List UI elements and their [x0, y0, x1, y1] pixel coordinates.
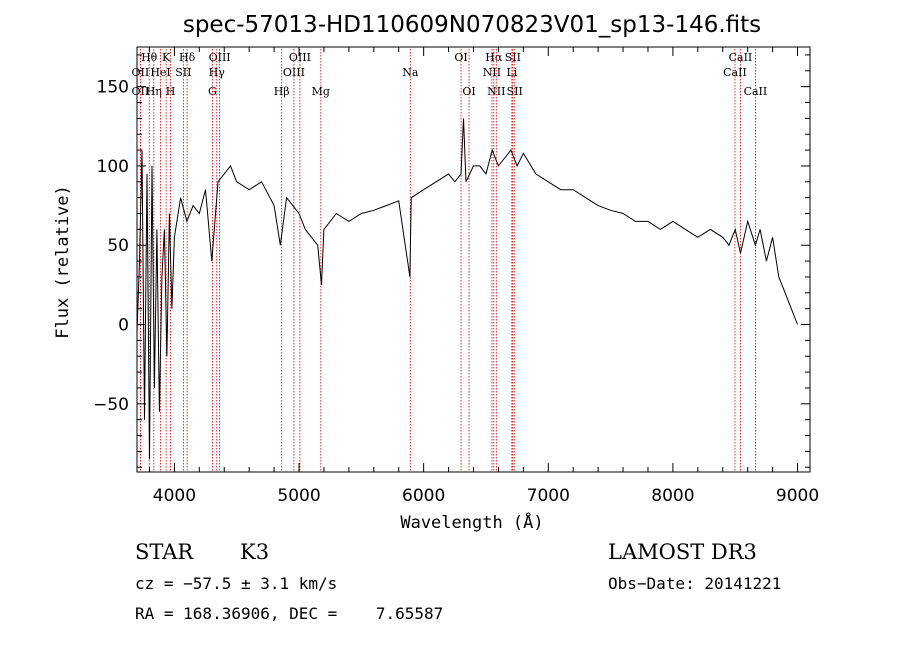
spectral-line-label: Hα [485, 51, 503, 64]
spectrum-series [136, 118, 798, 460]
y-tick-label: 0 [118, 316, 129, 336]
spectral-line-label: Na [402, 66, 419, 79]
spectral-line-label: OIII [289, 51, 311, 64]
x-tick-label: 7000 [527, 486, 570, 506]
chart-title: spec-57013-HD110609N070823V01_sp13-146.f… [183, 12, 761, 38]
spectral-line-label: OI [462, 85, 475, 98]
y-axis-ticks: −50 0 50 100 150 [93, 54, 810, 468]
spectral-line-label: Hδ [179, 51, 196, 64]
spectral-line-label: CaII [729, 51, 753, 64]
spectral-line-label: OII [132, 85, 150, 98]
x-tick-label: 9000 [776, 486, 819, 506]
y-tick-label: 50 [107, 236, 129, 256]
spectral-line-label: Mg [312, 85, 330, 98]
spectral-line-label: OIII [283, 66, 305, 79]
spectral-line-label: Li [506, 66, 517, 79]
spectral-line-label: Hη [146, 85, 162, 98]
spectral-line-label: Hγ [209, 66, 226, 79]
spectral-line-label: CaII [723, 66, 747, 79]
spectral-line-label: H [166, 85, 176, 98]
spectral-line-label: K [162, 51, 171, 64]
spectral-line-label: OI [454, 51, 467, 64]
spectral-line-label: SII [175, 66, 191, 79]
spectrum-line [136, 118, 798, 460]
spectral-line-label: NII [483, 66, 501, 79]
survey-name: LAMOST DR3 [608, 540, 757, 564]
object-class: STAR [135, 540, 194, 564]
y-tick-label: −50 [93, 395, 129, 415]
spectral-line-label: OIII [209, 51, 231, 64]
y-axis-label: Flux (relative) [53, 185, 73, 339]
spectral-line-label: SII [505, 51, 521, 64]
spectral-line-label: NII [487, 85, 505, 98]
x-tick-label: 5000 [277, 486, 320, 506]
x-axis-ticks: 4000 5000 6000 7000 8000 9000 [148, 47, 819, 506]
spectral-line-label: Hβ [274, 85, 290, 98]
object-subclass: K3 [240, 540, 269, 564]
spectral-line-label: CaII [744, 85, 768, 98]
y-tick-label: 150 [97, 78, 129, 98]
x-axis-label: Wavelength (Å) [400, 511, 543, 533]
spectral-line-label: Hθ [141, 51, 158, 64]
spectral-line-label: G [208, 85, 217, 98]
spectral-line-label: HeI [150, 66, 170, 79]
spectral-line-label: OII [132, 66, 150, 79]
x-tick-label: 8000 [651, 486, 694, 506]
redshift-readout: cz = −57.5 ± 3.1 km/s [135, 574, 337, 593]
coordinates-readout: RA = 168.36906, DEC = 7.65587 [135, 604, 443, 623]
y-tick-label: 100 [97, 157, 129, 177]
observation-date: Obs−Date: 20141221 [608, 574, 781, 593]
x-tick-label: 6000 [402, 486, 445, 506]
x-tick-label: 4000 [153, 486, 196, 506]
spectral-line-label: SII [507, 85, 523, 98]
plot-frame [136, 46, 811, 473]
